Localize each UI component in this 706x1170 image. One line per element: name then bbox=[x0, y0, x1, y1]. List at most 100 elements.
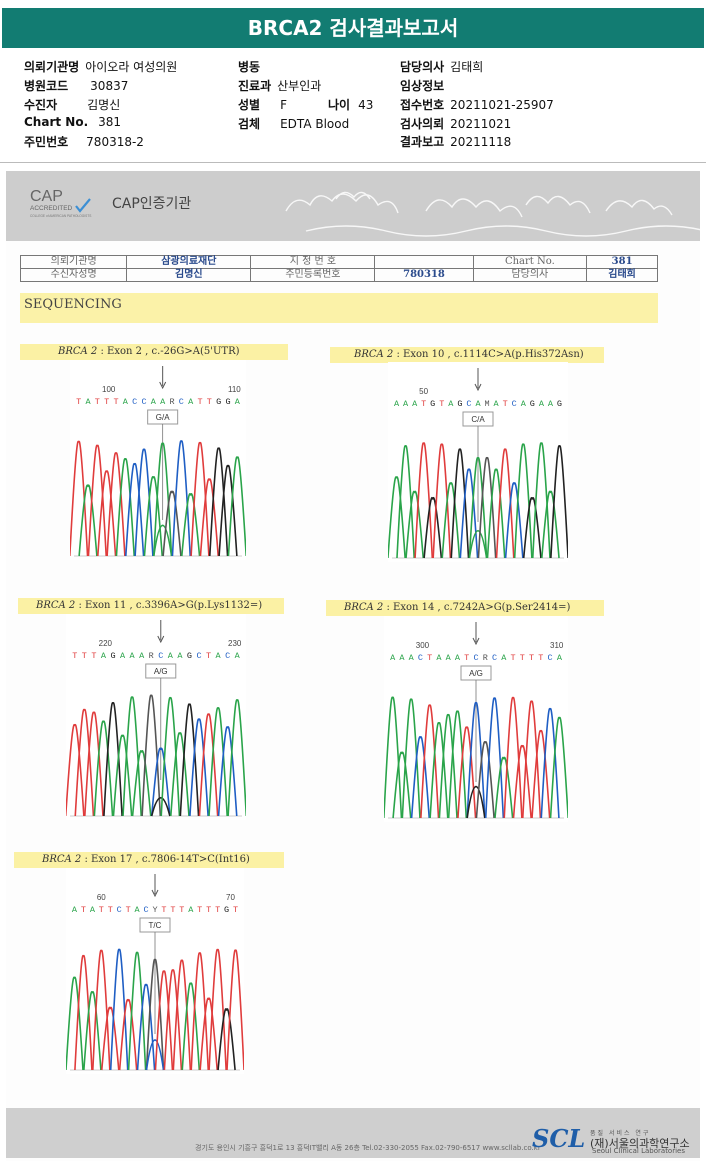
base-letter: A bbox=[188, 905, 194, 915]
base-letter: A bbox=[455, 653, 461, 663]
scl-logo: SCL bbox=[532, 1124, 586, 1153]
base-letter: C bbox=[141, 397, 146, 407]
trace-peak bbox=[513, 443, 533, 559]
trace-peak bbox=[154, 970, 174, 1071]
trace-peak bbox=[392, 751, 412, 819]
info-cell: 의뢰기관명 bbox=[19, 255, 128, 269]
hospital-code-label: 병원코드 bbox=[24, 79, 69, 93]
base-letter: A bbox=[139, 651, 145, 661]
resident-no-value: 780318-2 bbox=[86, 135, 144, 149]
trace-peak bbox=[198, 713, 219, 817]
trace-peak bbox=[217, 726, 238, 817]
trace-peak bbox=[227, 699, 246, 817]
base-letter: R bbox=[169, 397, 174, 407]
sex-label: 성별 bbox=[238, 98, 261, 112]
base-letter: A bbox=[501, 653, 507, 663]
scl-name-english: Seoul Clinical Laboratories bbox=[592, 1147, 685, 1155]
trace-peak bbox=[84, 711, 104, 817]
variant-desc: : Exon 17 , c.7806-14T>C(Int16) bbox=[81, 854, 250, 865]
base-letter: T bbox=[197, 397, 202, 407]
trace-peak bbox=[78, 484, 98, 557]
trace-peak bbox=[441, 482, 461, 559]
base-letter: T bbox=[99, 905, 104, 915]
doctor-row: 담당의사 김태희 bbox=[400, 58, 483, 75]
base-letter: C bbox=[143, 905, 148, 915]
trace-peak bbox=[66, 723, 85, 817]
trace-peak bbox=[70, 440, 89, 557]
base-letter: T bbox=[207, 397, 212, 407]
trace-peak bbox=[484, 697, 505, 819]
base-letter: A bbox=[151, 397, 157, 407]
trace-peak bbox=[199, 997, 218, 1071]
trace-peak bbox=[410, 736, 431, 819]
base-letter: T bbox=[215, 905, 220, 915]
trace-peak bbox=[541, 490, 560, 559]
base-letter: A bbox=[120, 651, 126, 661]
trace-peak bbox=[396, 445, 415, 559]
department-row: 진료과 산부인과 bbox=[238, 77, 321, 94]
trace-peak bbox=[106, 452, 126, 557]
info-table-row: 의뢰기관명 삼광의료재단 지 정 번 호 Chart No. 381 bbox=[19, 255, 658, 269]
trace-peak bbox=[153, 524, 173, 557]
test-request-value: 20211021 bbox=[450, 117, 512, 131]
base-letter: T bbox=[538, 653, 543, 663]
info-cell: Chart No. bbox=[472, 255, 588, 269]
institution-label: 의뢰기관명 bbox=[24, 60, 80, 74]
specimen-value: EDTA Blood bbox=[280, 117, 350, 131]
base-letter: C bbox=[132, 397, 137, 407]
trace-peak bbox=[388, 476, 406, 559]
base-letter: T bbox=[510, 653, 515, 663]
info-cell: 381 bbox=[586, 255, 658, 269]
base-letter: T bbox=[421, 399, 426, 409]
base-letter: T bbox=[427, 653, 432, 663]
resident-no-row: 주민번호 780318-2 bbox=[24, 133, 144, 150]
sex-value: F bbox=[280, 98, 287, 112]
info-cell: 주민등록번호 bbox=[250, 268, 376, 282]
variant-label: BRCA 2 : Exon 14 , c.7242A>G(p.Ser2414=) bbox=[326, 600, 604, 616]
test-request-row: 검사의뢰 20211021 bbox=[400, 115, 511, 132]
trace-peak bbox=[150, 797, 171, 817]
header-divider bbox=[0, 162, 706, 163]
doctor-label: 담당의사 bbox=[400, 60, 445, 74]
receipt-no-row: 접수번호 20211021-25907 bbox=[400, 96, 554, 113]
variant-desc: : Exon 10 , c.1114C>A(p.His372Asn) bbox=[393, 349, 584, 360]
info-cell: 담당의사 bbox=[472, 268, 588, 282]
base-letter: T bbox=[206, 905, 211, 915]
trace-peak bbox=[504, 482, 524, 559]
base-letter: T bbox=[76, 397, 81, 407]
receipt-no-label: 접수번호 bbox=[400, 98, 445, 112]
base-letter: A bbox=[135, 905, 141, 915]
sequencing-title: SEQUENCING bbox=[24, 297, 122, 312]
trace-peak bbox=[141, 694, 162, 817]
base-letter: A bbox=[101, 651, 107, 661]
base-letter: T bbox=[197, 905, 202, 915]
base-letter: A bbox=[399, 653, 405, 663]
base-letter: A bbox=[390, 653, 396, 663]
base-letter: R bbox=[483, 653, 488, 663]
trace-peak bbox=[93, 720, 114, 817]
base-letter: A bbox=[168, 651, 174, 661]
trace-peak bbox=[512, 744, 532, 819]
trace-peak bbox=[66, 976, 84, 1071]
base-letter: T bbox=[439, 399, 444, 409]
report-title: BRCA2 검사결과보고서 bbox=[2, 8, 704, 48]
base-letter: A bbox=[494, 399, 500, 409]
cap-logo-main: CAP bbox=[30, 188, 63, 205]
chart-no-value: 381 bbox=[98, 115, 122, 129]
base-letter: A bbox=[548, 399, 554, 409]
trace-peak bbox=[150, 747, 171, 817]
position-number: 70 bbox=[226, 893, 235, 902]
base-letter: G bbox=[430, 399, 435, 409]
chart-no-row: Chart No. 381 bbox=[24, 115, 121, 129]
base-letter: G bbox=[530, 399, 535, 409]
trace-peak bbox=[384, 696, 403, 819]
trace-peak bbox=[190, 441, 210, 557]
trace-peak bbox=[459, 468, 479, 559]
base-letter: A bbox=[123, 397, 129, 407]
trace-peak bbox=[405, 490, 425, 559]
position-number: 300 bbox=[416, 641, 430, 650]
base-letter: T bbox=[206, 651, 211, 661]
base-letter: G bbox=[216, 397, 221, 407]
trace-peak bbox=[227, 456, 246, 557]
trace-peak bbox=[131, 750, 152, 817]
